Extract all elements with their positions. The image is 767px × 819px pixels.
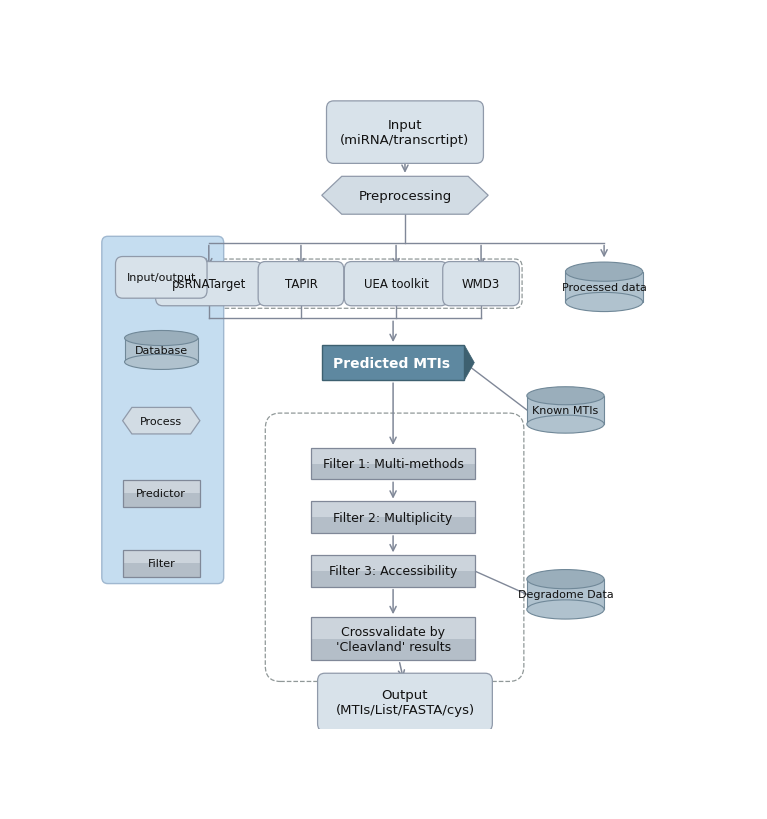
Polygon shape (123, 563, 200, 577)
Ellipse shape (527, 387, 604, 405)
Ellipse shape (527, 570, 604, 589)
Text: Output
(MTIs/List/FASTA/cys): Output (MTIs/List/FASTA/cys) (335, 689, 475, 717)
Text: Processed data: Processed data (561, 283, 647, 292)
Text: Input
(miRNA/transcrtipt): Input (miRNA/transcrtipt) (341, 119, 469, 147)
Polygon shape (311, 639, 475, 660)
Polygon shape (311, 555, 475, 572)
Text: Filter 3: Accessibility: Filter 3: Accessibility (329, 565, 457, 577)
Polygon shape (123, 408, 200, 434)
Polygon shape (311, 572, 475, 587)
FancyBboxPatch shape (327, 102, 483, 164)
FancyBboxPatch shape (318, 673, 492, 731)
FancyBboxPatch shape (258, 262, 344, 306)
Polygon shape (123, 550, 200, 563)
Text: psRNATarget: psRNATarget (172, 278, 246, 291)
Text: Crossvalidate by
'Cleavland' results: Crossvalidate by 'Cleavland' results (335, 625, 451, 653)
Text: Known MTIs: Known MTIs (532, 405, 598, 415)
Text: TAPIR: TAPIR (285, 278, 318, 291)
Text: Filter 2: Multiplicity: Filter 2: Multiplicity (334, 511, 453, 524)
Ellipse shape (124, 355, 198, 370)
Polygon shape (124, 338, 198, 363)
Polygon shape (311, 618, 475, 639)
Text: UEA toolkit: UEA toolkit (364, 278, 429, 291)
Text: WMD3: WMD3 (462, 278, 500, 291)
Polygon shape (465, 346, 474, 381)
Ellipse shape (124, 331, 198, 346)
Polygon shape (527, 580, 604, 609)
Polygon shape (322, 177, 489, 215)
Text: Process: Process (140, 416, 183, 426)
Polygon shape (565, 273, 643, 302)
Polygon shape (123, 481, 200, 494)
Text: Filter 1: Multi-methods: Filter 1: Multi-methods (323, 458, 463, 471)
Polygon shape (311, 518, 475, 533)
FancyBboxPatch shape (102, 237, 224, 584)
Text: Predictor: Predictor (137, 489, 186, 499)
FancyBboxPatch shape (322, 346, 465, 381)
Text: Input/output: Input/output (127, 273, 196, 283)
Polygon shape (527, 396, 604, 424)
Ellipse shape (527, 600, 604, 619)
FancyBboxPatch shape (116, 257, 207, 299)
FancyBboxPatch shape (344, 262, 448, 306)
Text: Database: Database (135, 346, 188, 355)
Text: Preprocessing: Preprocessing (358, 189, 452, 202)
Polygon shape (123, 494, 200, 507)
FancyBboxPatch shape (443, 262, 519, 306)
Text: Degradome Data: Degradome Data (518, 590, 614, 600)
FancyBboxPatch shape (156, 262, 262, 306)
Polygon shape (311, 448, 475, 464)
Ellipse shape (565, 293, 643, 312)
Text: Filter: Filter (147, 559, 175, 568)
Polygon shape (311, 502, 475, 518)
Ellipse shape (527, 416, 604, 433)
Ellipse shape (565, 263, 643, 282)
Polygon shape (311, 464, 475, 480)
Text: Predicted MTIs: Predicted MTIs (333, 356, 449, 370)
